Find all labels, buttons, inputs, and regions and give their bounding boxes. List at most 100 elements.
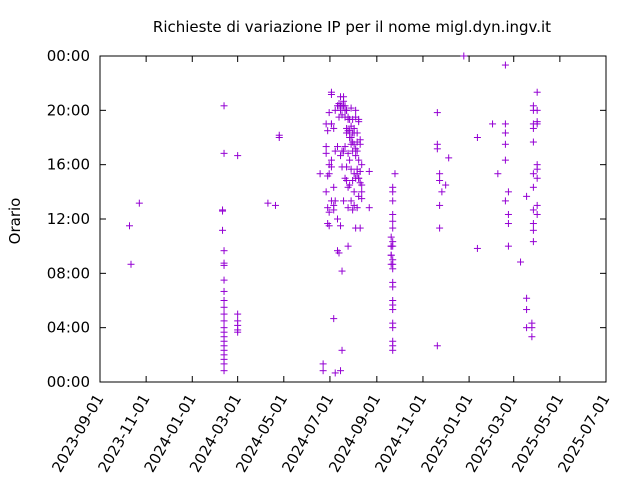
data-point [331, 369, 339, 377]
data-point [501, 140, 509, 148]
data-point [344, 204, 352, 212]
data-point [460, 52, 468, 60]
data-point [325, 208, 333, 216]
data-point [529, 226, 537, 234]
data-point [389, 188, 397, 196]
data-point [433, 109, 441, 117]
data-point [331, 147, 339, 155]
data-point [389, 242, 397, 250]
data-point [523, 306, 531, 314]
data-point [528, 324, 536, 332]
data-point [220, 303, 228, 311]
data-point [325, 109, 333, 117]
data-point [330, 124, 338, 132]
data-point [220, 261, 228, 269]
data-point [356, 167, 364, 175]
data-point [501, 156, 509, 164]
data-point [220, 102, 228, 110]
data-point [387, 233, 395, 241]
data-point [528, 333, 536, 341]
data-point [389, 346, 397, 354]
data-point [438, 188, 446, 196]
data-point [234, 310, 242, 318]
data-point [343, 106, 351, 114]
data-point [347, 165, 355, 173]
data-point [234, 328, 242, 336]
data-point [533, 118, 541, 126]
data-point [350, 188, 358, 196]
data-point [504, 242, 512, 250]
data-point [529, 124, 537, 132]
y-axis-label: Orario [6, 198, 24, 245]
data-point [340, 147, 348, 155]
data-point [365, 204, 373, 212]
data-point [346, 156, 354, 164]
data-point [330, 315, 338, 323]
data-point [219, 226, 227, 234]
y-axis: 00:00 04:00 08:00 12:00 16:00 20:00 00:00 [47, 47, 606, 391]
data-point [316, 170, 324, 178]
data-point [319, 367, 327, 375]
data-point [352, 106, 360, 114]
data-point [333, 215, 341, 223]
data-point [529, 206, 537, 214]
data-point [341, 143, 349, 151]
data-point [234, 152, 242, 160]
data-point [322, 188, 330, 196]
data-point [523, 192, 531, 200]
data-point [504, 188, 512, 196]
data-point [220, 317, 228, 325]
data-point [264, 199, 272, 207]
data-point [389, 324, 397, 332]
data-point [358, 188, 366, 196]
data-point [358, 181, 366, 189]
chart-title: Richieste di variazione IP per il nome m… [153, 18, 551, 36]
data-point [365, 167, 373, 175]
data-point [125, 222, 133, 230]
data-point [353, 147, 361, 155]
data-point [529, 170, 537, 178]
data-point [325, 170, 333, 178]
data-point [355, 174, 363, 182]
data-point [494, 170, 502, 178]
data-point [504, 210, 512, 218]
data-point [353, 129, 361, 137]
data-point [473, 244, 481, 252]
data-point [349, 206, 357, 214]
y-tick-label: 20:00 [47, 101, 90, 119]
data-point [529, 183, 537, 191]
data-point [319, 360, 327, 368]
data-point [445, 154, 453, 162]
y-tick-label: 00:00 [47, 47, 90, 65]
data-point [533, 201, 541, 209]
data-point [501, 61, 509, 69]
data-point [346, 181, 354, 189]
data-point [436, 170, 444, 178]
data-point [331, 197, 339, 205]
data-point [389, 217, 397, 225]
data-point [220, 310, 228, 318]
data-point [489, 120, 497, 128]
data-point [337, 367, 345, 375]
data-point [389, 306, 397, 314]
data-point [219, 207, 227, 215]
data-point [275, 134, 283, 141]
data-point [324, 204, 332, 212]
data-point [442, 181, 450, 189]
data-point [389, 265, 397, 273]
data-point [333, 143, 341, 151]
data-point [387, 251, 395, 259]
data-point [135, 199, 143, 207]
data-point [271, 201, 279, 209]
y-tick-label: 16:00 [47, 156, 90, 174]
data-point [389, 210, 397, 218]
data-point [338, 267, 346, 275]
y-tick-label: 00:00 [47, 373, 90, 391]
data-point [391, 170, 399, 178]
data-point [473, 134, 481, 141]
data-point [358, 195, 366, 203]
data-point [220, 287, 228, 295]
data-point [436, 177, 444, 185]
data-point [529, 238, 537, 246]
